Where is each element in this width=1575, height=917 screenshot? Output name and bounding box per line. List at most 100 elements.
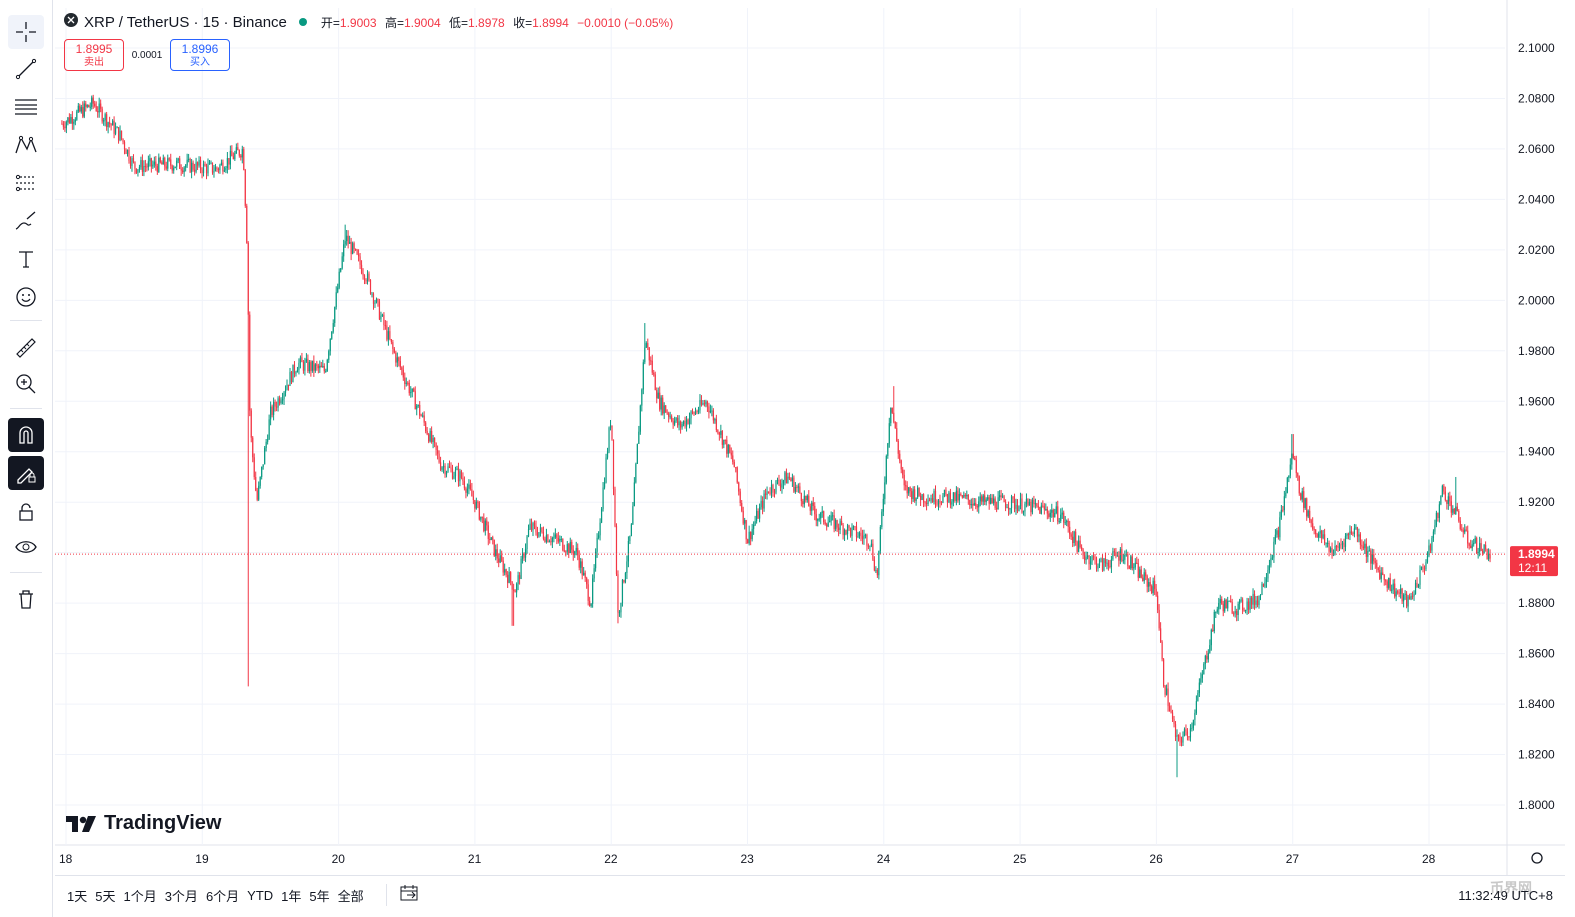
- candle-body: [405, 382, 407, 384]
- symbol-title[interactable]: XRP / TetherUS · 15 · Binance: [84, 13, 287, 31]
- candle-body: [818, 518, 820, 520]
- candle-body: [1000, 495, 1002, 498]
- range-button[interactable]: 5天: [95, 888, 116, 904]
- candle-body: [778, 479, 780, 485]
- candle-body: [1152, 580, 1154, 593]
- buy-button[interactable]: 1.8996 买入: [170, 39, 230, 71]
- candle-body: [1470, 545, 1472, 549]
- candle-body: [884, 482, 886, 499]
- candle-body: [469, 484, 471, 490]
- range-button[interactable]: 6个月: [205, 888, 240, 904]
- candle-body: [717, 430, 719, 433]
- range-button[interactable]: 5年: [309, 888, 330, 904]
- x-tick-label: 26: [1149, 852, 1163, 866]
- candle-body: [283, 392, 285, 400]
- last-price-tag[interactable]: [1510, 546, 1558, 577]
- candle-body: [757, 510, 759, 519]
- candle-body: [381, 314, 384, 316]
- candle-body: [875, 570, 877, 572]
- ruler-icon[interactable]: [8, 330, 44, 364]
- clock[interactable]: 11:32:49 UTC+8: [1458, 887, 1553, 903]
- range-button[interactable]: YTD: [247, 887, 274, 903]
- candle-body: [1234, 611, 1236, 614]
- candle-body: [162, 157, 164, 165]
- candle-body: [583, 572, 585, 576]
- candle-body: [101, 108, 103, 122]
- candle-body: [829, 520, 831, 523]
- candle-body: [1426, 556, 1429, 562]
- zoom-in-icon[interactable]: [8, 367, 44, 401]
- candle-body: [341, 256, 343, 269]
- candle-body: [675, 417, 677, 421]
- candle-body: [1380, 572, 1382, 579]
- trend-line-icon[interactable]: [8, 52, 44, 86]
- candle-body: [1411, 595, 1414, 597]
- candle-body: [1362, 546, 1364, 549]
- candle-body: [1364, 543, 1366, 549]
- candle-body: [128, 149, 130, 162]
- candle-body: [533, 522, 536, 526]
- candle-body: [1425, 561, 1427, 569]
- candle-body: [917, 487, 919, 498]
- candle-body: [147, 161, 149, 168]
- candle-body: [1476, 537, 1478, 554]
- candle-body: [934, 490, 937, 504]
- candle-body: [1179, 735, 1181, 741]
- candle-body: [1039, 506, 1041, 514]
- sell-button[interactable]: 1.8995 卖出: [64, 39, 124, 71]
- lock-icon[interactable]: [8, 495, 44, 529]
- range-button[interactable]: 1天: [67, 888, 88, 904]
- candle-body: [587, 584, 589, 601]
- brush-icon[interactable]: [8, 204, 44, 238]
- candle-body: [599, 522, 601, 536]
- fib-icon[interactable]: [8, 90, 44, 124]
- trash-icon[interactable]: [8, 582, 44, 616]
- goto-date-icon[interactable]: [385, 884, 421, 906]
- candle-body: [1456, 506, 1458, 512]
- settings-gear-icon[interactable]: [1531, 852, 1543, 864]
- range-button[interactable]: 3个月: [164, 888, 198, 904]
- candle-body: [603, 482, 606, 488]
- candle-body: [284, 389, 287, 393]
- candle-body: [1009, 508, 1011, 510]
- candle-body: [857, 536, 859, 538]
- range-button[interactable]: 全部: [337, 888, 364, 904]
- candle-body: [1192, 719, 1195, 728]
- candle-body: [1155, 588, 1157, 596]
- tradingview-logo[interactable]: TradingView: [66, 812, 221, 835]
- candle-body: [1027, 498, 1029, 506]
- lock-drawings-icon[interactable]: [8, 456, 44, 490]
- candle-body: [1262, 583, 1265, 587]
- candle-body: [562, 538, 564, 551]
- eye-icon[interactable]: [8, 530, 44, 564]
- candle-body: [976, 505, 978, 508]
- candle-body: [1252, 593, 1254, 605]
- candle-body: [1310, 520, 1312, 524]
- candle-body: [958, 493, 960, 501]
- emoji-icon[interactable]: [8, 280, 44, 314]
- candle-body: [1115, 552, 1117, 556]
- candle-body: [311, 360, 313, 371]
- candle-body: [1146, 576, 1148, 587]
- magnet-icon[interactable]: [8, 418, 44, 452]
- candle-body: [442, 465, 445, 468]
- candle-body: [741, 502, 743, 511]
- candle-body: [1006, 507, 1008, 509]
- candle-body: [685, 419, 688, 427]
- range-button[interactable]: 1年: [281, 888, 302, 904]
- candle-body: [413, 388, 415, 392]
- candle-body: [103, 120, 105, 122]
- candle-body: [156, 166, 158, 172]
- candle-body: [109, 122, 111, 124]
- candle-body: [669, 416, 671, 418]
- candle-body: [1171, 712, 1174, 719]
- candle-body: [523, 553, 525, 558]
- pattern-icon[interactable]: [8, 128, 44, 162]
- range-button[interactable]: 1个月: [123, 888, 157, 904]
- prediction-icon[interactable]: [8, 166, 44, 200]
- candle-body: [720, 430, 722, 435]
- text-icon[interactable]: [8, 242, 44, 276]
- crosshair-icon[interactable]: [8, 15, 44, 49]
- candle-body: [826, 524, 828, 527]
